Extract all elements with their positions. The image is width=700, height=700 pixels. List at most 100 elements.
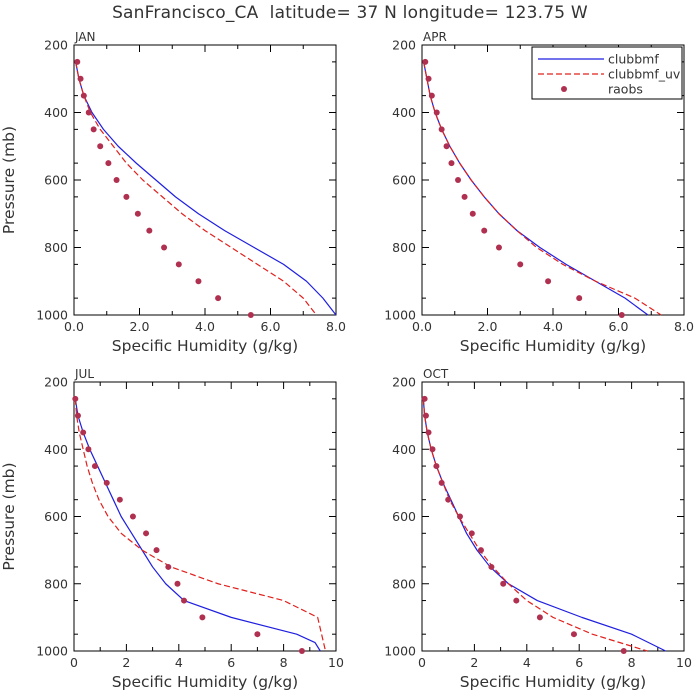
raobs-point <box>500 580 507 587</box>
plot-frame <box>73 381 337 652</box>
y-tick-label: 800 <box>392 240 416 255</box>
x-tick-label: 0.0 <box>64 319 84 334</box>
clubbmf_uv-line <box>74 398 327 652</box>
x-tick-label: 6.0 <box>261 319 281 334</box>
figure-title: SanFrancisco_CA latitude= 37 N longitude… <box>112 3 588 23</box>
raobs-point <box>438 479 445 486</box>
y-tick-label: 200 <box>392 375 416 390</box>
clubbmf-line <box>75 61 337 316</box>
raobs-point <box>74 58 81 65</box>
x-axis-label: Specific Humidity (g/kg) <box>460 673 646 691</box>
x-tick-label: 6.0 <box>609 319 629 334</box>
x-tick-label: 8.0 <box>326 319 346 334</box>
x-tick-label: 6 <box>575 655 583 670</box>
raobs-point <box>85 446 92 453</box>
raobs-point <box>165 563 172 570</box>
raobs-point <box>536 614 543 621</box>
clubbmf-line <box>423 61 649 316</box>
raobs-point <box>175 261 182 268</box>
x-axis-label: Specific Humidity (g/kg) <box>112 673 298 691</box>
raobs-point <box>97 143 104 150</box>
raobs-point <box>618 312 625 318</box>
y-tick-label: 800 <box>44 576 68 591</box>
y-tick-label: 600 <box>44 509 68 524</box>
raobs-point <box>433 109 440 116</box>
y-tick-label: 200 <box>392 38 416 53</box>
legend-box <box>531 46 683 100</box>
x-tick-label: 2.0 <box>130 319 150 334</box>
y-tick-label: 600 <box>392 509 416 524</box>
x-tick-label: 10 <box>328 655 344 670</box>
x-tick-label: 6 <box>227 655 235 670</box>
raobs-point <box>113 177 120 183</box>
clubbmf_uv-line <box>422 398 648 652</box>
x-tick-label: 4.0 <box>195 319 215 334</box>
raobs-point <box>425 75 432 82</box>
clubbmf-line <box>74 398 321 652</box>
raobs-point <box>495 244 502 251</box>
clubbmf_uv-line <box>75 61 317 316</box>
y-tick-label: 400 <box>392 105 416 120</box>
y-tick-label: 400 <box>44 442 68 457</box>
x-tick-label: 8 <box>280 655 288 670</box>
raobs-point <box>481 227 488 234</box>
x-tick-label: 0 <box>418 655 426 670</box>
raobs-point <box>134 210 141 217</box>
raobs-point <box>425 429 432 436</box>
x-axis-label: Specific Humidity (g/kg) <box>112 337 298 355</box>
raobs-point <box>433 463 440 470</box>
raobs-point <box>116 496 123 503</box>
y-tick-label: 1000 <box>36 308 68 323</box>
raobs-point <box>429 446 436 453</box>
raobs-point <box>215 295 222 302</box>
raobs-point <box>445 496 452 503</box>
raobs-point <box>517 261 524 268</box>
y-tick-label: 1000 <box>384 644 416 659</box>
raobs-point <box>77 75 84 82</box>
raobs-point <box>488 563 495 570</box>
raobs-point <box>570 631 577 638</box>
raobs-point <box>455 177 462 183</box>
raobs-point <box>620 648 627 654</box>
raobs-point <box>153 547 160 554</box>
x-tick-label: 4.0 <box>543 319 563 334</box>
raobs-point <box>129 513 136 520</box>
raobs-point <box>123 193 130 200</box>
raobs-point <box>199 614 206 621</box>
clubbmf_uv-line <box>423 61 662 316</box>
raobs-point <box>422 412 429 419</box>
raobs-point <box>146 227 153 234</box>
x-tick-label: 8.0 <box>674 319 694 334</box>
raobs-point <box>576 295 583 302</box>
raobs-point <box>181 597 188 604</box>
y-tick-label: 1000 <box>36 644 68 659</box>
x-tick-label: 4 <box>523 655 531 670</box>
raobs-point <box>91 463 98 470</box>
raobs-point <box>105 160 112 167</box>
raobs-point <box>428 92 435 99</box>
panel-label: JUL <box>74 367 94 381</box>
raobs-point <box>74 412 81 419</box>
y-tick-label: 600 <box>44 173 68 188</box>
raobs-point <box>80 92 87 99</box>
panel-label: OCT <box>423 367 449 381</box>
raobs-point <box>456 513 463 520</box>
x-tick-label: 0.0 <box>412 319 432 334</box>
y-tick-label: 800 <box>44 240 68 255</box>
y-axis-label: Pressure (mb) <box>0 126 18 234</box>
y-tick-label: 600 <box>392 173 416 188</box>
y-tick-label: 200 <box>44 38 68 53</box>
x-tick-label: 2 <box>470 655 478 670</box>
raobs-point <box>161 244 168 251</box>
raobs-point <box>438 126 445 133</box>
legend-label: clubbmf <box>608 52 659 67</box>
legend-marker-raobs <box>561 86 567 92</box>
raobs-point <box>468 530 475 537</box>
panel-label: JAN <box>74 30 96 44</box>
raobs-point <box>421 395 428 402</box>
